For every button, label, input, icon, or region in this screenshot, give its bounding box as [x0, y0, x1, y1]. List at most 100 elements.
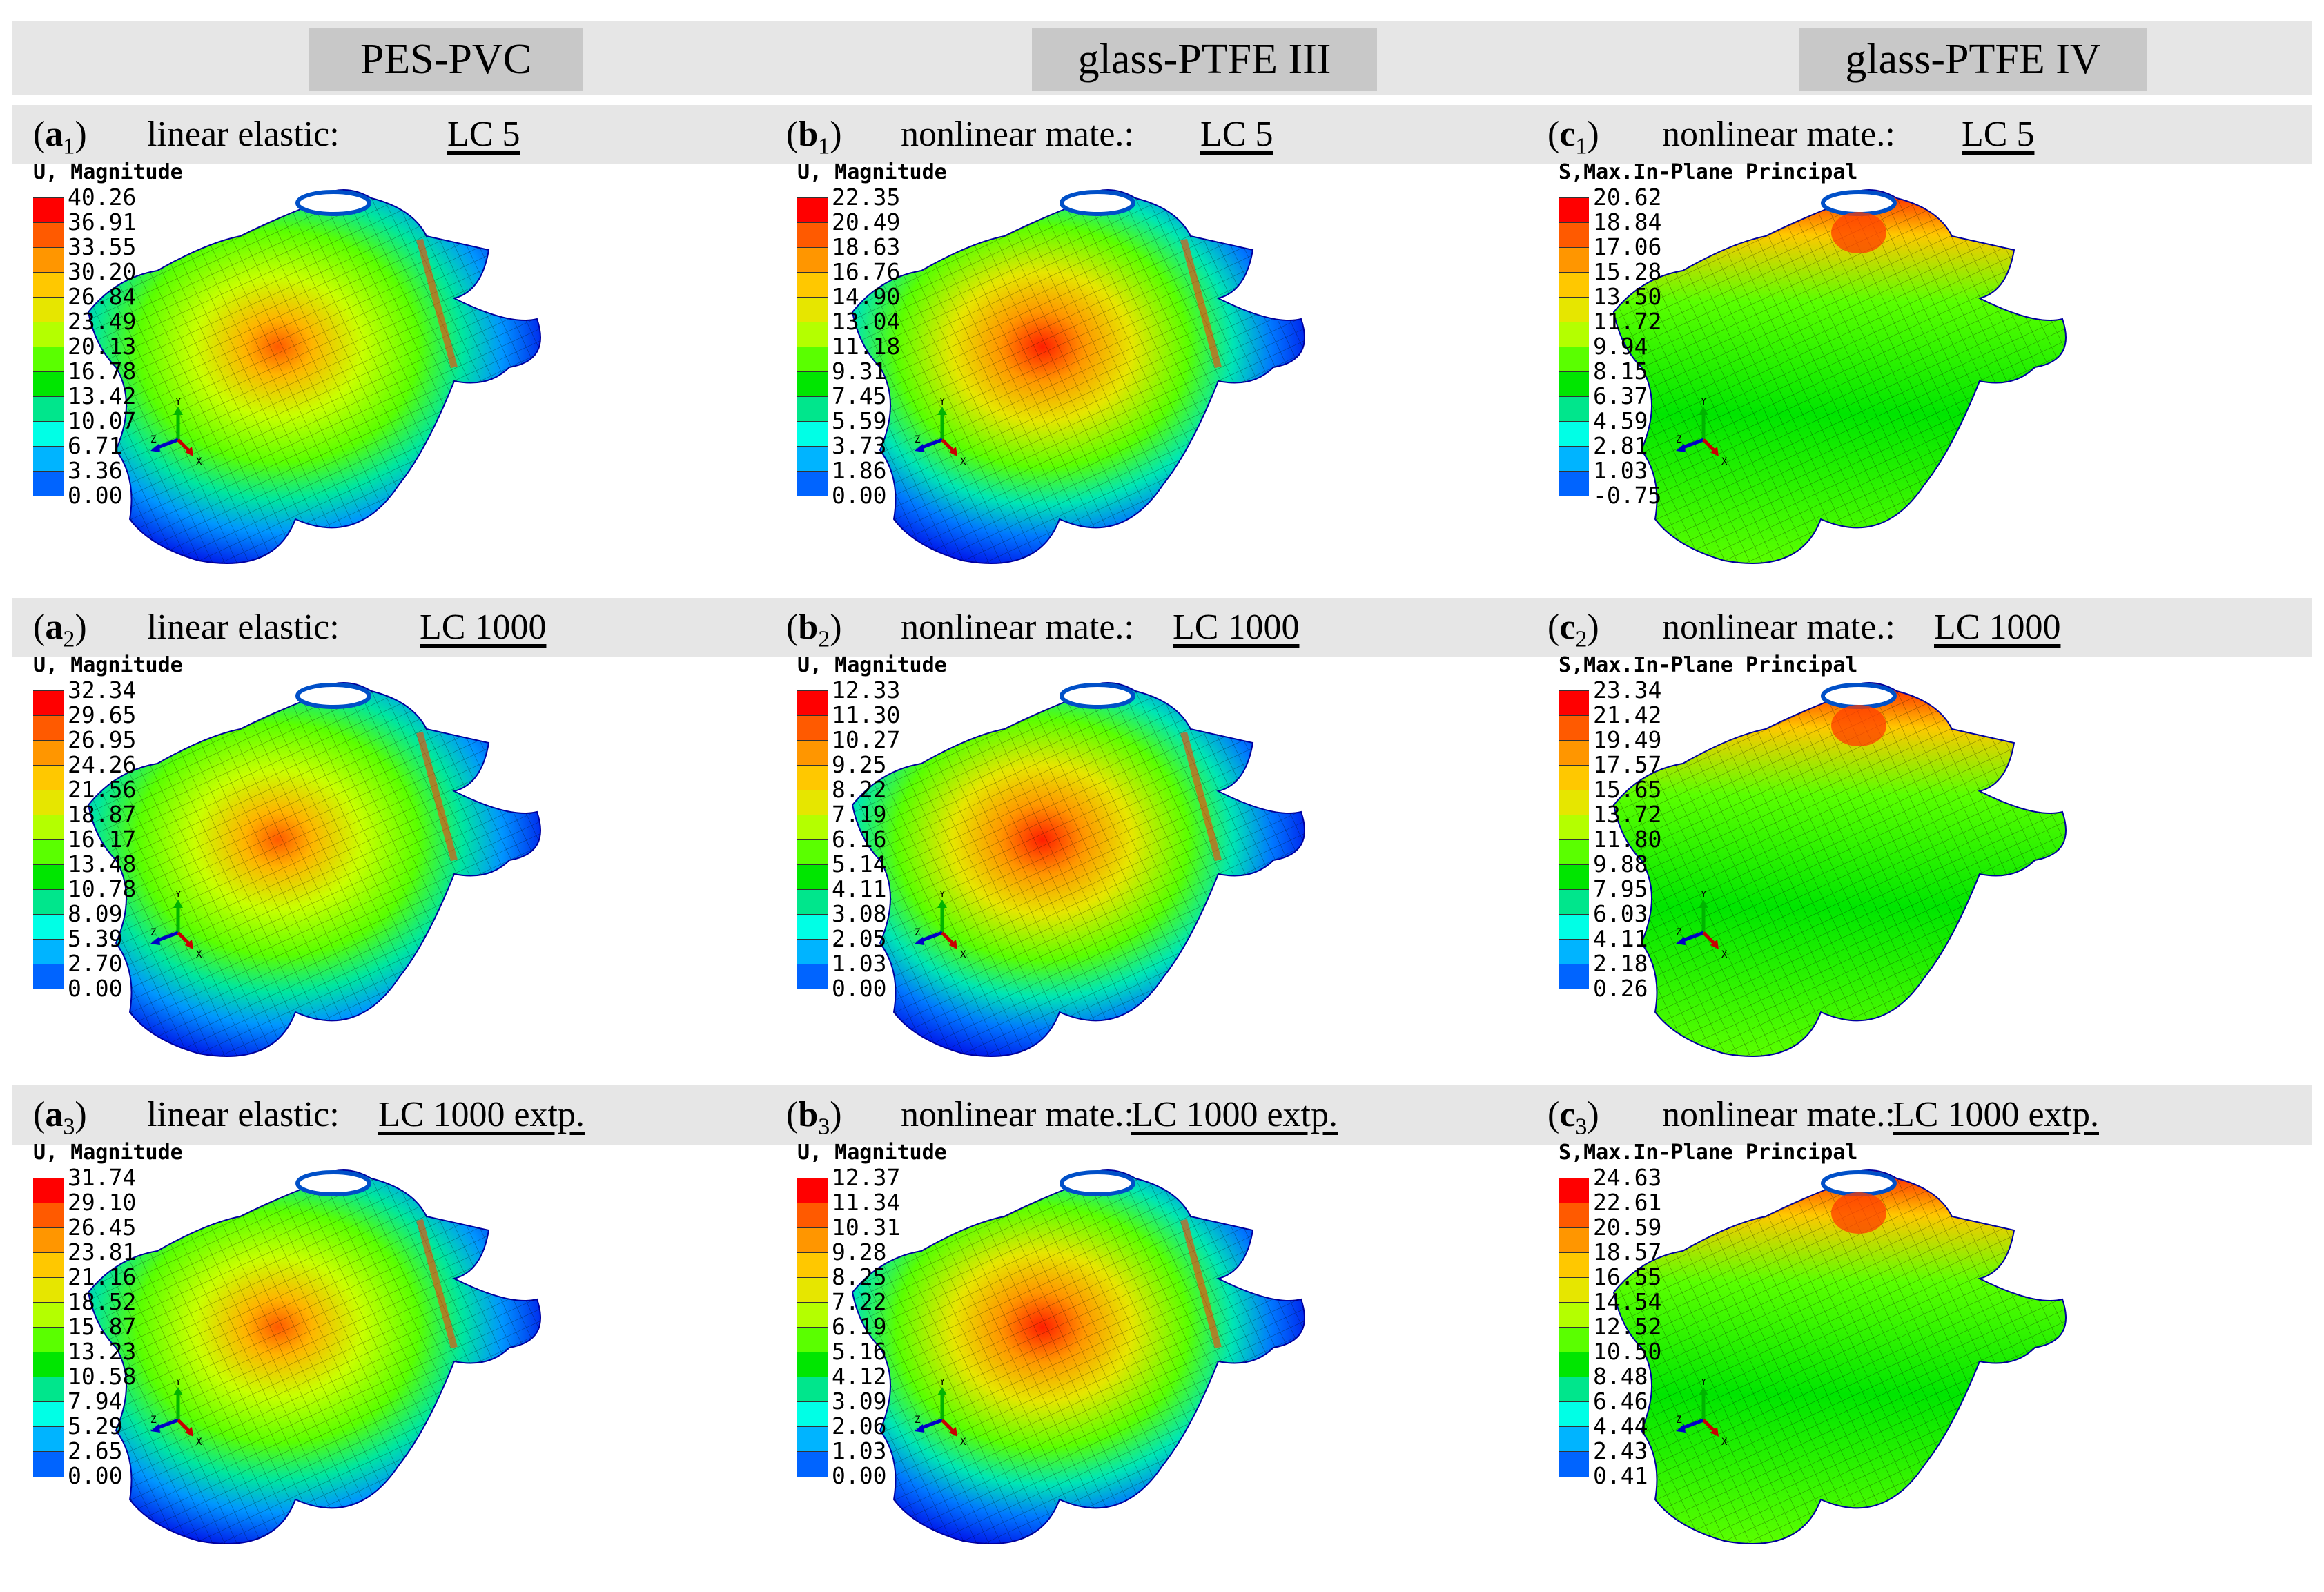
legend-value: 6.03	[1593, 900, 1648, 927]
column-header-3: glass-PTFE IV	[1799, 28, 2147, 91]
legend-swatch	[33, 690, 64, 716]
legend-value: 10.78	[68, 875, 137, 902]
top-ring-opening	[1821, 190, 1897, 216]
legend-swatch	[797, 272, 828, 298]
legend-value: 2.65	[68, 1437, 123, 1464]
legend-swatch	[33, 715, 64, 741]
legend-value: 13.04	[832, 308, 901, 335]
legend-swatch	[1559, 222, 1589, 248]
panel-label: (a1)	[33, 115, 87, 159]
legend-swatch	[33, 939, 64, 964]
legend-swatch	[1559, 1203, 1589, 1228]
legend-value: 12.37	[832, 1164, 901, 1191]
method-label: linear elastic:	[147, 1095, 340, 1134]
legend-value: 8.48	[1593, 1363, 1648, 1390]
legend-swatch	[33, 1178, 64, 1203]
legend-value: 14.90	[832, 283, 901, 310]
top-ring-opening	[295, 1170, 371, 1196]
legend-swatch	[797, 815, 828, 840]
panel-label: (a2)	[33, 608, 87, 652]
axis-triad: Y Z X	[150, 398, 202, 467]
axis-label-x: X	[1721, 949, 1728, 960]
legend-swatch	[797, 1277, 828, 1303]
legend-swatch	[797, 939, 828, 964]
legend-swatch	[1559, 939, 1589, 964]
membrane-shape	[87, 682, 541, 1057]
legend-value: 29.10	[68, 1189, 137, 1216]
axis-label-z: Z	[1676, 434, 1681, 445]
legend-swatch	[33, 1327, 64, 1352]
legend-swatch	[1559, 1426, 1589, 1452]
contour-plot-a3: U, Magnitude 31.74 29.10 26.45 23.81 21.16 18.…	[12, 1140, 762, 1569]
legend-value: 23.34	[1593, 677, 1662, 703]
legend-value: 20.13	[68, 333, 137, 360]
legend-swatch	[33, 272, 64, 298]
legend-swatch	[797, 1302, 828, 1328]
legend-value: 3.73	[832, 432, 887, 459]
legend-swatch	[33, 839, 64, 865]
legend-title: U, Magnitude	[33, 1140, 183, 1165]
legend-swatch	[797, 197, 828, 223]
legend-swatch	[1559, 1451, 1589, 1477]
fold-highlight	[416, 731, 458, 862]
contour-plot-b2: U, Magnitude 12.33 11.30 10.27 9.25 8.22 7.19 6…	[777, 653, 1526, 1081]
panel-index: 1	[1575, 133, 1588, 159]
legend-value: 0.26	[1593, 975, 1648, 1002]
legend-value: 20.59	[1593, 1214, 1662, 1241]
legend-value: 9.28	[832, 1239, 887, 1265]
panel-title-band-row-3	[12, 1085, 2312, 1145]
legend-swatch	[797, 889, 828, 915]
legend-swatch	[33, 1252, 64, 1278]
legend-value: 13.48	[68, 851, 137, 877]
legend-value: 4.11	[832, 875, 887, 902]
legend-value: 33.55	[68, 233, 137, 260]
stress-peak-region	[1831, 212, 1886, 253]
legend-swatch	[33, 1352, 64, 1377]
legend-swatch	[797, 1377, 828, 1402]
axis-triad: Y Z X	[150, 1379, 202, 1448]
legend-value: 8.09	[68, 900, 123, 927]
panel-letter: b	[798, 115, 819, 154]
legend-value: 8.15	[1593, 358, 1648, 385]
panel-index: 1	[63, 133, 75, 159]
top-ring-opening	[295, 683, 371, 709]
legend-swatch	[1559, 1227, 1589, 1253]
legend-value: 8.22	[832, 776, 887, 803]
legend-swatch	[1559, 347, 1589, 372]
panel-letter: c	[1559, 608, 1576, 647]
legend-value: 17.06	[1593, 233, 1662, 260]
load-case-label: LC 1000	[1934, 608, 2061, 647]
panel-label: (c3)	[1547, 1095, 1599, 1140]
legend-value: 10.31	[832, 1214, 901, 1241]
axis-label-z: Z	[1676, 927, 1681, 938]
membrane-shape	[1612, 189, 2067, 564]
legend-value: 18.87	[68, 801, 137, 828]
panel-letter: c	[1559, 1095, 1576, 1134]
legend-value: 0.00	[68, 975, 123, 1002]
legend-swatch	[33, 889, 64, 915]
legend-value: 9.31	[832, 358, 887, 385]
legend-value: 1.03	[1593, 457, 1648, 484]
axis-triad: Y Z X	[915, 398, 966, 467]
legend-swatch	[797, 964, 828, 989]
axis-label-y: Y	[939, 1379, 946, 1388]
load-case-label: LC 5	[447, 115, 520, 154]
axis-label-y: Y	[1701, 398, 1707, 407]
panel-label: (b2)	[786, 608, 842, 652]
axis-label-x: X	[196, 456, 202, 467]
legend-title: U, Magnitude	[33, 160, 183, 184]
legend-swatch	[1559, 765, 1589, 790]
panel-label: (b3)	[786, 1095, 842, 1140]
legend-swatch	[797, 914, 828, 940]
panel-index: 3	[63, 1114, 75, 1140]
method-label: nonlinear mate.:	[901, 608, 1134, 647]
legend-value: 16.76	[832, 258, 901, 285]
legend-swatch	[33, 222, 64, 248]
panel-label: (c2)	[1547, 608, 1599, 652]
top-ring-opening	[295, 190, 371, 216]
legend-swatch	[797, 690, 828, 716]
legend-swatch	[797, 471, 828, 496]
legend-value: 21.16	[68, 1263, 137, 1290]
legend-value: 26.45	[68, 1214, 137, 1241]
panel-index: 3	[1575, 1114, 1588, 1140]
